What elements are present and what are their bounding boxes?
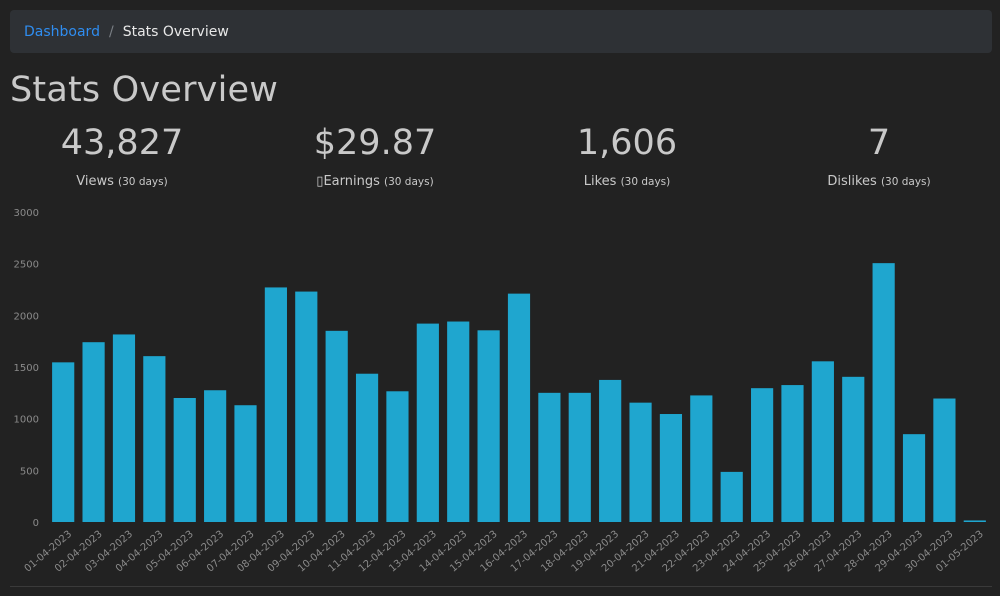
bar-15-04-2023[interactable]: [477, 330, 500, 522]
y-tick-label: 2500: [14, 260, 39, 271]
stat-earnings-value: $29.87: [313, 123, 437, 163]
stat-likes-value: 1,606: [576, 123, 678, 163]
bar-24-04-2023[interactable]: [751, 388, 774, 522]
bar-23-04-2023[interactable]: [720, 471, 743, 522]
bar-06-04-2023[interactable]: [204, 390, 227, 522]
stat-likes: 1,606 Likes (30 days): [527, 120, 727, 189]
bar-27-04-2023[interactable]: [842, 376, 865, 522]
bar-28-04-2023[interactable]: [872, 263, 895, 522]
page-title: Stats Overview: [10, 70, 279, 110]
stat-dislikes-label: Dislikes (30 days): [827, 174, 931, 189]
stat-earnings: $29.87 ▯Earnings (30 days): [275, 120, 475, 189]
views-bar-chart: 05001000150020002500300001-04-202302-04-…: [14, 208, 986, 575]
y-tick-label: 1500: [14, 363, 39, 374]
breadcrumb-dashboard-link[interactable]: Dashboard: [24, 23, 100, 40]
y-tick-label: 3000: [14, 208, 39, 219]
bar-08-04-2023[interactable]: [264, 287, 287, 522]
breadcrumb-current: Stats Overview: [122, 23, 229, 40]
bar-22-04-2023[interactable]: [690, 395, 713, 522]
stat-likes-label: Likes (30 days): [583, 174, 671, 189]
bar-01-04-2023[interactable]: [52, 362, 75, 522]
stat-dislikes: 7 Dislikes (30 days): [779, 120, 979, 189]
bar-13-04-2023[interactable]: [416, 323, 439, 522]
bar-29-04-2023[interactable]: [902, 434, 926, 522]
bar-17-04-2023[interactable]: [538, 392, 561, 522]
bar-14-04-2023[interactable]: [447, 321, 470, 522]
bar-20-04-2023[interactable]: [629, 402, 652, 522]
bar-10-04-2023[interactable]: [325, 330, 348, 522]
bottom-divider: [10, 586, 992, 587]
bar-16-04-2023[interactable]: [507, 293, 531, 522]
breadcrumb-separator: /: [108, 23, 114, 40]
y-tick-label: 0: [33, 518, 39, 529]
stat-views-value: 43,827: [60, 123, 184, 163]
bar-26-04-2023[interactable]: [811, 361, 834, 522]
bar-21-04-2023[interactable]: [659, 414, 683, 522]
bar-02-04-2023[interactable]: [82, 342, 105, 522]
y-tick-label: 2000: [14, 311, 39, 322]
bar-01-05-2023[interactable]: [963, 520, 986, 522]
bar-19-04-2023[interactable]: [599, 379, 622, 522]
bar-05-04-2023[interactable]: [173, 398, 196, 522]
stat-earnings-label: ▯Earnings (30 days): [316, 174, 434, 189]
bar-04-04-2023[interactable]: [143, 356, 166, 522]
bar-07-04-2023[interactable]: [234, 405, 257, 522]
bar-18-04-2023[interactable]: [568, 392, 591, 522]
y-tick-label: 1000: [14, 415, 39, 426]
y-tick-label: 500: [20, 466, 39, 477]
bar-25-04-2023[interactable]: [781, 385, 804, 522]
bar-12-04-2023[interactable]: [386, 391, 409, 522]
bar-03-04-2023[interactable]: [112, 334, 136, 522]
stat-views-label: Views (30 days): [76, 174, 168, 189]
bar-09-04-2023[interactable]: [295, 291, 318, 522]
stat-dislikes-value: 7: [867, 123, 891, 163]
bar-11-04-2023[interactable]: [355, 373, 379, 522]
breadcrumb: Dashboard / Stats Overview: [10, 10, 992, 53]
bar-30-04-2023[interactable]: [933, 398, 956, 522]
stat-views: 43,827 Views (30 days): [22, 120, 222, 189]
